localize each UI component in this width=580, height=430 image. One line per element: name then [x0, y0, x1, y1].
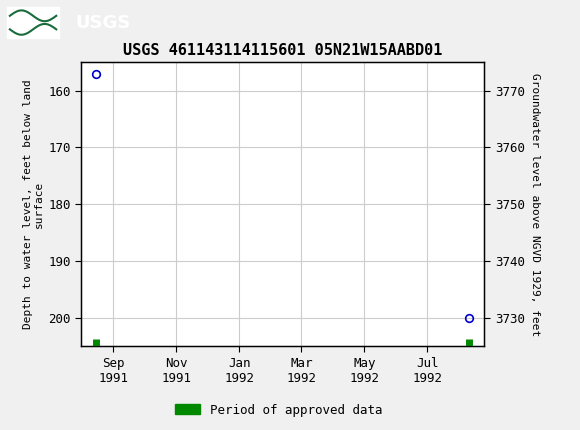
Y-axis label: Depth to water level, feet below land
surface: Depth to water level, feet below land su…: [23, 80, 44, 329]
FancyBboxPatch shape: [7, 7, 59, 38]
Y-axis label: Groundwater level above NGVD 1929, feet: Groundwater level above NGVD 1929, feet: [530, 73, 541, 336]
Legend: Period of approved data: Period of approved data: [169, 399, 387, 421]
Title: USGS 461143114115601 05N21W15AABD01: USGS 461143114115601 05N21W15AABD01: [123, 43, 443, 58]
Text: USGS: USGS: [75, 14, 130, 31]
